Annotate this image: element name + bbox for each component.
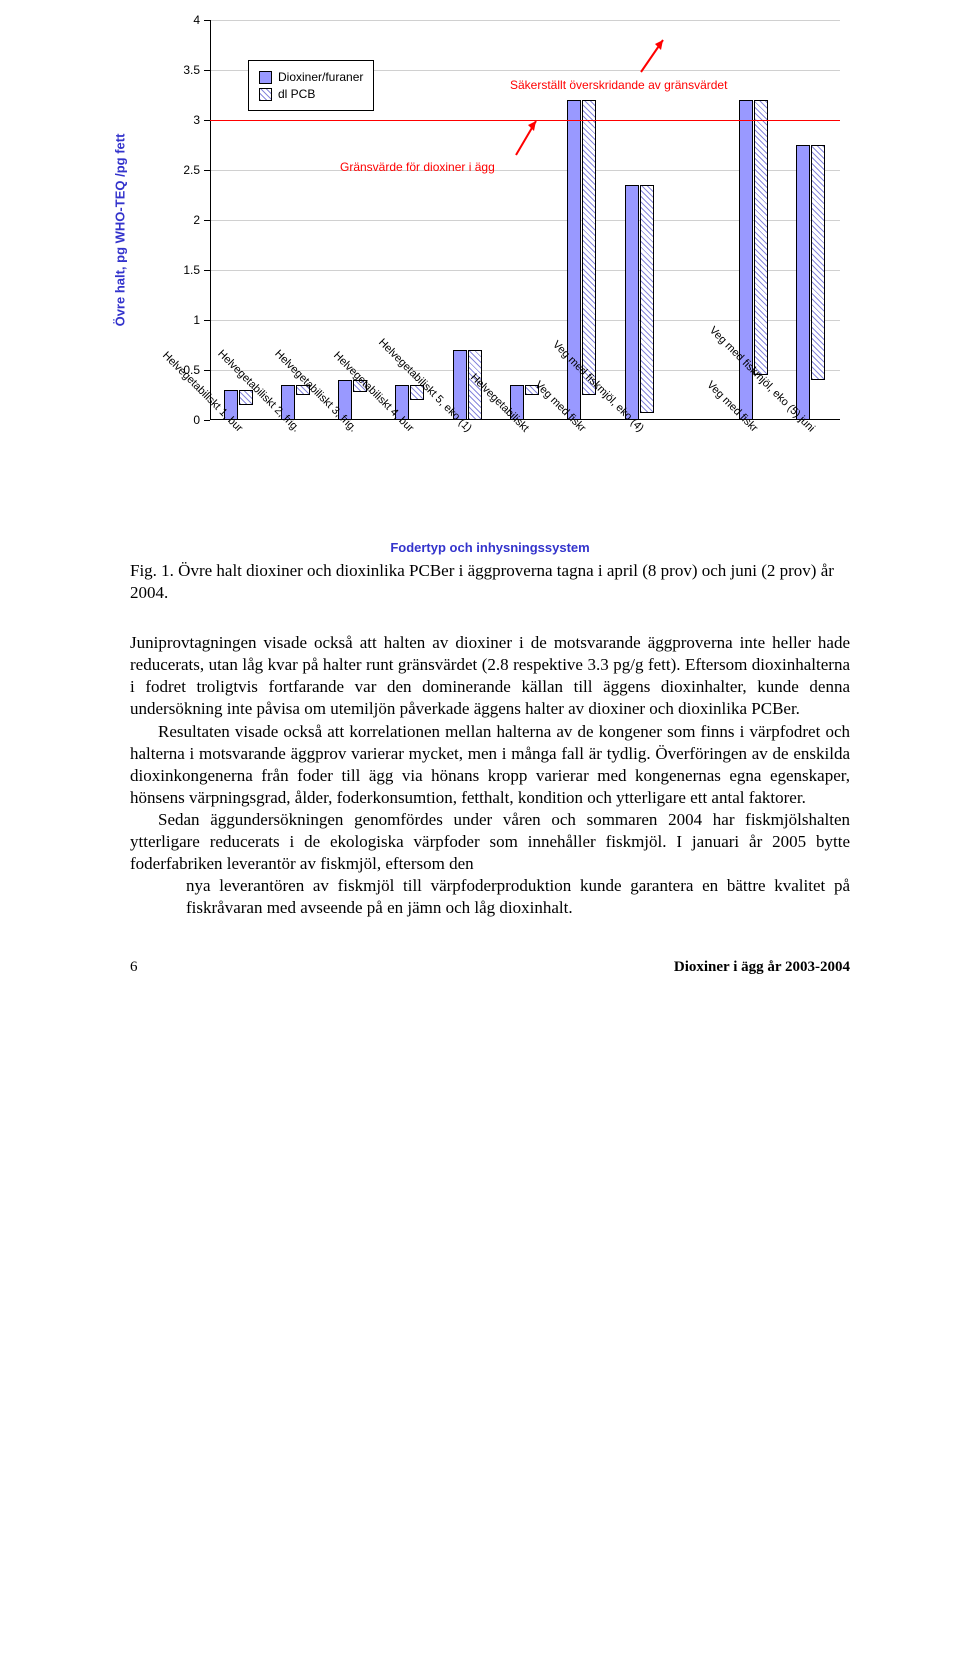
bar-chart: Övre halt, pg WHO-TEQ /pg fett 00.511.52… — [130, 20, 850, 440]
x-axis-title: Fodertyp och inhysningssystem — [390, 540, 589, 555]
bar-dioxin — [625, 185, 639, 420]
paragraph: Juniprovtagningen visade också att halte… — [130, 632, 850, 720]
arrow-icon — [635, 34, 675, 76]
doc-title: Dioxiner i ägg år 2003-2004 — [674, 959, 850, 976]
paragraph: Resultaten visade också att korrelatione… — [130, 721, 850, 809]
page-number: 6 — [130, 959, 138, 976]
page-footer: 6 Dioxiner i ägg år 2003-2004 — [130, 959, 850, 976]
bar-pcb — [582, 100, 596, 395]
paragraph: Sedan äggundersökningen genomfördes unde… — [130, 809, 850, 875]
y-axis-label: Övre halt, pg WHO-TEQ /pg fett — [113, 134, 128, 327]
y-tick-label: 0 — [160, 413, 200, 427]
bar-group — [625, 185, 654, 420]
y-tick-label: 3 — [160, 113, 200, 127]
legend-swatch — [259, 71, 272, 84]
bar-pcb — [754, 100, 768, 375]
y-tick-label: 4 — [160, 13, 200, 27]
bar-group — [796, 145, 825, 420]
y-tick-label: 1.5 — [160, 263, 200, 277]
y-tick-label: 2.5 — [160, 163, 200, 177]
legend-item: dl PCB — [259, 87, 363, 101]
arrow-icon — [510, 115, 550, 160]
legend-label: Dioxiner/furaner — [278, 70, 363, 84]
bar-pcb — [640, 185, 654, 413]
document-page: Övre halt, pg WHO-TEQ /pg fett 00.511.52… — [0, 0, 960, 1016]
paragraph: nya leverantören av fiskmjöl till värpfo… — [186, 875, 850, 919]
y-tick-label: 1 — [160, 313, 200, 327]
body-text: Juniprovtagningen visade också att halte… — [130, 632, 850, 919]
y-tick-label: 3.5 — [160, 63, 200, 77]
annotation-mid: Gränsvärde för dioxiner i ägg — [340, 160, 495, 174]
legend-label: dl PCB — [278, 87, 315, 101]
legend-swatch — [259, 88, 272, 101]
chart-legend: Dioxiner/furaner dl PCB — [248, 60, 374, 111]
figure-caption: Fig. 1. Övre halt dioxiner och dioxinlik… — [130, 560, 850, 604]
bar-pcb — [811, 145, 825, 380]
y-tick — [204, 420, 210, 421]
bar-dioxin — [796, 145, 810, 420]
legend-item: Dioxiner/furaner — [259, 70, 363, 84]
annotation-top: Säkerställt överskridande av gränsvärdet — [510, 78, 727, 92]
y-tick-label: 2 — [160, 213, 200, 227]
